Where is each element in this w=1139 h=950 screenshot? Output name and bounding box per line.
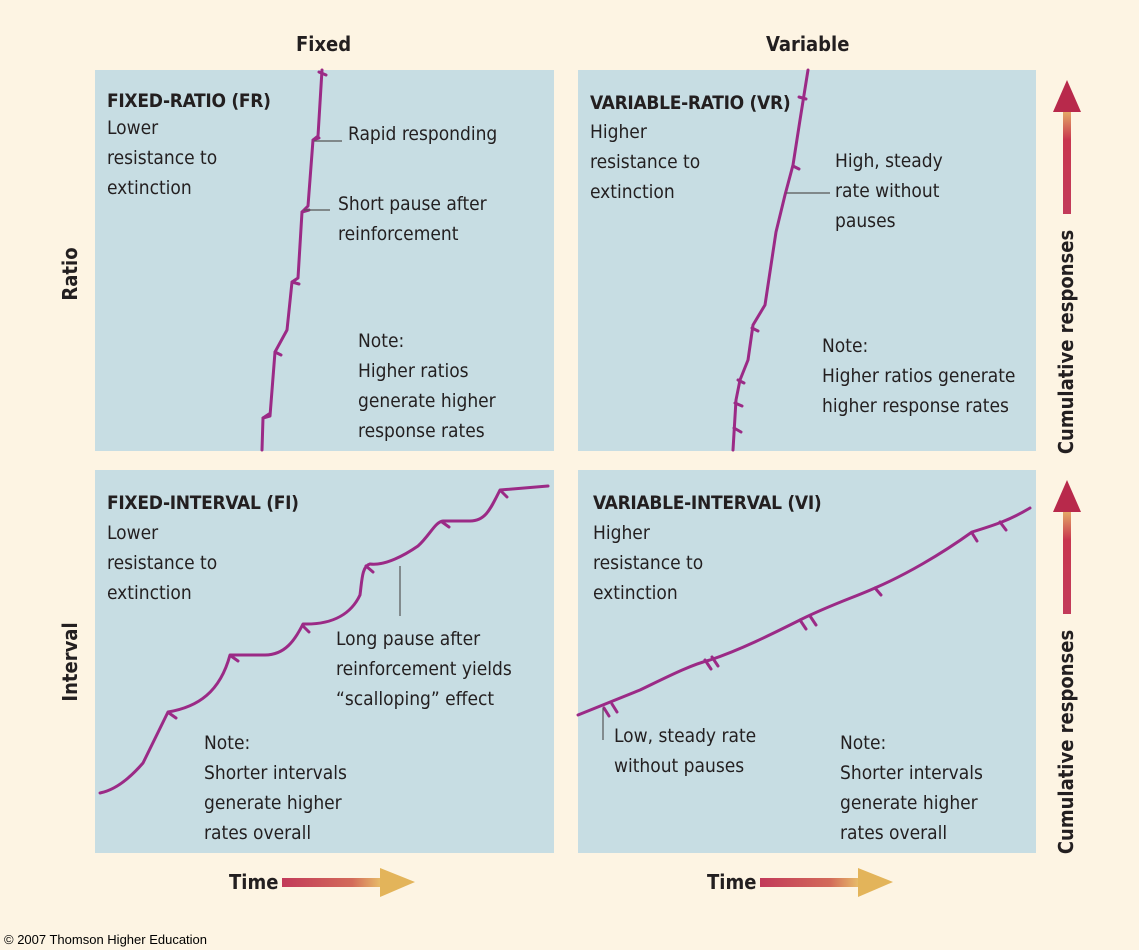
y-arrow-bottom — [1053, 480, 1081, 614]
vi-resistance: Higher resistance to extinction — [593, 522, 704, 604]
fi-note: Note: Shorter intervals generate higher … — [204, 732, 347, 844]
fi-curve — [98, 484, 550, 795]
panel-fixed-interval — [95, 470, 554, 853]
fr-title: FIXED-RATIO (FR) — [107, 90, 271, 112]
x-arrow-right — [760, 868, 893, 897]
y-axis-label-bottom: Cumulative responses — [1054, 629, 1078, 855]
fr-note: Note: Higher ratios generate higher resp… — [358, 330, 496, 442]
fr-resistance: Lower resistance to extinction — [107, 117, 218, 199]
fi-annotation: Long pause after reinforcement yields “s… — [336, 628, 512, 710]
copyright-text: © 2007 Thomson Higher Education — [4, 932, 208, 947]
column-title-variable: Variable — [766, 32, 850, 56]
vr-annotation: High, steady rate without pauses — [835, 150, 943, 232]
fr-annotation-pause: Short pause after reinforcement — [338, 193, 487, 245]
vi-annotation: Low, steady rate without pauses — [614, 725, 757, 777]
y-axis-label-top: Cumulative responses — [1054, 229, 1078, 455]
column-title-fixed: Fixed — [296, 32, 352, 56]
panel-fixed-ratio — [95, 70, 554, 451]
y-arrow-top — [1053, 80, 1081, 214]
vi-title: VARIABLE-INTERVAL (VI) — [593, 492, 822, 514]
vr-resistance: Higher resistance to extinction — [590, 121, 701, 203]
panel-variable-interval — [578, 470, 1036, 853]
fr-annotation-rapid: Rapid responding — [348, 123, 498, 145]
fr-curve — [260, 68, 328, 452]
vr-title: VARIABLE-RATIO (VR) — [590, 92, 791, 114]
panel-variable-ratio — [578, 70, 1036, 451]
vr-note: Note: Higher ratios generate higher resp… — [822, 335, 1016, 417]
fi-title: FIXED-INTERVAL (FI) — [107, 492, 299, 514]
x-arrow-left — [282, 868, 415, 897]
x-axis-label-left: Time — [229, 870, 279, 894]
vr-curve — [731, 68, 810, 452]
x-axis-label-right: Time — [707, 870, 757, 894]
fi-resistance: Lower resistance to extinction — [107, 522, 218, 604]
vi-note: Note: Shorter intervals generate higher … — [840, 732, 983, 844]
vi-curve — [576, 506, 1032, 718]
